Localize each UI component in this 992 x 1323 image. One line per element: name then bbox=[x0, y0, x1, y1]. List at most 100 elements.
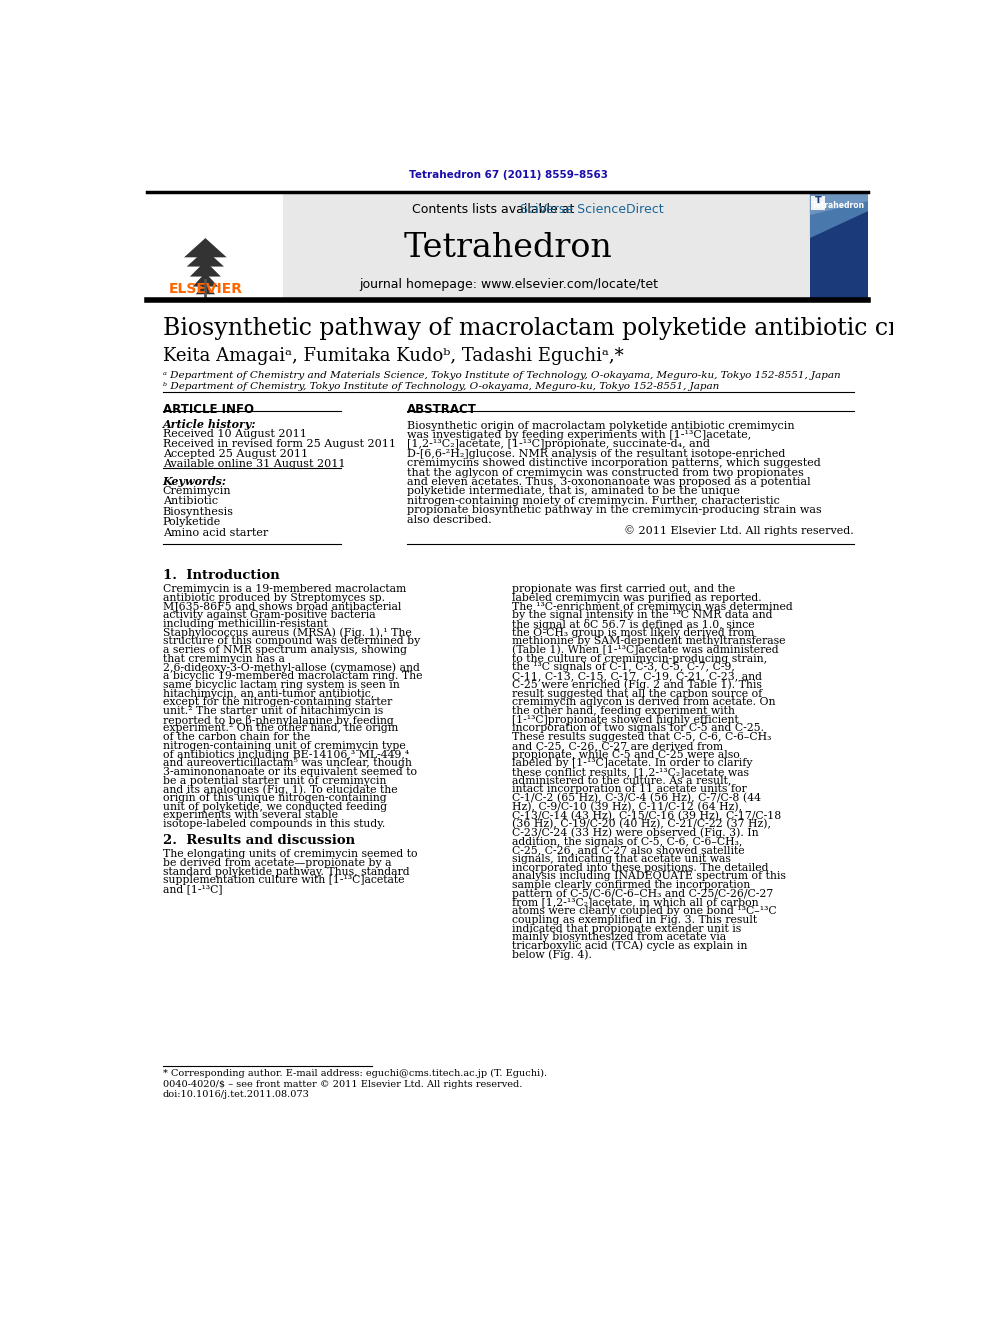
Text: experiments with several stable: experiments with several stable bbox=[163, 811, 337, 820]
Text: The ¹³C-enrichment of cremimycin was determined: The ¹³C-enrichment of cremimycin was det… bbox=[512, 602, 793, 611]
Text: and its analogues (Fig. 1). To elucidate the: and its analogues (Fig. 1). To elucidate… bbox=[163, 785, 398, 795]
Polygon shape bbox=[185, 238, 227, 257]
Text: origin of this unique nitrogen-containing: origin of this unique nitrogen-containin… bbox=[163, 792, 386, 803]
Text: C-1/C-2 (65 Hz), C-3/C-4 (56 Hz), C-7/C-8 (44: C-1/C-2 (65 Hz), C-3/C-4 (56 Hz), C-7/C-… bbox=[512, 792, 761, 803]
Polygon shape bbox=[189, 261, 221, 277]
FancyBboxPatch shape bbox=[147, 192, 868, 300]
Text: Contents lists available at: Contents lists available at bbox=[412, 204, 578, 217]
Text: tricarboxylic acid (TCA) cycle as explain in: tricarboxylic acid (TCA) cycle as explai… bbox=[512, 941, 747, 951]
Text: Cremimycin: Cremimycin bbox=[163, 486, 231, 496]
Text: the ¹³C signals of C-1, C-3, C-5, C-7, C-9,: the ¹³C signals of C-1, C-3, C-5, C-7, C… bbox=[512, 663, 734, 672]
Text: T: T bbox=[815, 197, 821, 206]
Text: doi:10.1016/j.tet.2011.08.073: doi:10.1016/j.tet.2011.08.073 bbox=[163, 1090, 310, 1099]
FancyBboxPatch shape bbox=[147, 192, 283, 300]
Text: C-25, C-26, and C-27 also showed satellite: C-25, C-26, and C-27 also showed satelli… bbox=[512, 845, 744, 855]
Text: (Table 1). When [1-¹³C]acetate was administered: (Table 1). When [1-¹³C]acetate was admin… bbox=[512, 646, 778, 655]
Text: also described.: also described. bbox=[407, 515, 491, 524]
Text: Biosynthetic origin of macrolactam polyketide antibiotic cremimycin: Biosynthetic origin of macrolactam polyk… bbox=[407, 421, 795, 430]
Text: ABSTRACT: ABSTRACT bbox=[407, 402, 477, 415]
Polygon shape bbox=[809, 192, 868, 238]
Text: coupling as exemplified in Fig. 3. This result: coupling as exemplified in Fig. 3. This … bbox=[512, 914, 757, 925]
Text: Tetrahedron 67 (2011) 8559–8563: Tetrahedron 67 (2011) 8559–8563 bbox=[409, 171, 608, 180]
Text: of the carbon chain for the: of the carbon chain for the bbox=[163, 732, 310, 742]
Text: 1.  Introduction: 1. Introduction bbox=[163, 569, 280, 582]
Text: propionate biosynthetic pathway in the cremimycin-producing strain was: propionate biosynthetic pathway in the c… bbox=[407, 505, 821, 515]
Text: indicated that propionate extender unit is: indicated that propionate extender unit … bbox=[512, 923, 741, 934]
Text: methionine by SAM-dependent methyltransferase: methionine by SAM-dependent methyltransf… bbox=[512, 636, 785, 647]
FancyBboxPatch shape bbox=[811, 197, 825, 210]
Text: to the culture of cremimycin-producing strain,: to the culture of cremimycin-producing s… bbox=[512, 654, 767, 664]
Text: and eleven acetates. Thus, 3-oxononanoate was proposed as a potential: and eleven acetates. Thus, 3-oxononanoat… bbox=[407, 476, 810, 487]
Text: Available online 31 August 2011: Available online 31 August 2011 bbox=[163, 459, 345, 470]
Text: ELSEVIER: ELSEVIER bbox=[169, 282, 242, 296]
Text: Staphylococcus aureus (MRSA) (Fig. 1).¹ The: Staphylococcus aureus (MRSA) (Fig. 1).¹ … bbox=[163, 627, 412, 638]
Text: cremimycins showed distinctive incorporation patterns, which suggested: cremimycins showed distinctive incorpora… bbox=[407, 458, 820, 468]
Text: by the signal intensity in the ¹³C NMR data and: by the signal intensity in the ¹³C NMR d… bbox=[512, 610, 772, 620]
Text: atoms were clearly coupled by one bond ¹³C–¹³C: atoms were clearly coupled by one bond ¹… bbox=[512, 906, 776, 916]
Text: unit.² The starter unit of hitachimycin is: unit.² The starter unit of hitachimycin … bbox=[163, 706, 383, 716]
Text: 2,6-dideoxy-3-O-methyl-allose (cymamose) and: 2,6-dideoxy-3-O-methyl-allose (cymamose)… bbox=[163, 663, 420, 673]
Text: that cremimycin has a: that cremimycin has a bbox=[163, 654, 285, 664]
Text: These results suggested that C-5, C-6, C-6–CH₃: These results suggested that C-5, C-6, C… bbox=[512, 732, 771, 742]
Text: journal homepage: www.elsevier.com/locate/tet: journal homepage: www.elsevier.com/locat… bbox=[359, 278, 658, 291]
Text: sample clearly confirmed the incorporation: sample clearly confirmed the incorporati… bbox=[512, 880, 750, 890]
Text: pattern of C-5/C-6/C-6–CH₃ and C-25/C-26/C-27: pattern of C-5/C-6/C-6–CH₃ and C-25/C-26… bbox=[512, 889, 773, 898]
Text: addition, the signals of C-5, C-6, C-6–CH₃,: addition, the signals of C-5, C-6, C-6–C… bbox=[512, 836, 742, 847]
Text: C-11, C-13, C-15, C-17, C-19, C-21, C-23, and: C-11, C-13, C-15, C-17, C-19, C-21, C-23… bbox=[512, 671, 762, 681]
Text: ᵇ Department of Chemistry, Tokyo Institute of Technology, O-okayama, Meguro-ku, : ᵇ Department of Chemistry, Tokyo Institu… bbox=[163, 382, 719, 392]
Text: analysis including INADEQUATE spectrum of this: analysis including INADEQUATE spectrum o… bbox=[512, 872, 786, 881]
Text: * Corresponding author. E-mail address: eguchi@cms.titech.ac.jp (T. Eguchi).: * Corresponding author. E-mail address: … bbox=[163, 1069, 547, 1078]
Text: nitrogen-containing moiety of cremimycin. Further, characteristic: nitrogen-containing moiety of cremimycin… bbox=[407, 496, 780, 505]
Text: labeled cremimycin was purified as reported.: labeled cremimycin was purified as repor… bbox=[512, 593, 761, 603]
Text: Keywords:: Keywords: bbox=[163, 476, 227, 487]
Text: signals, indicating that acetate unit was: signals, indicating that acetate unit wa… bbox=[512, 853, 730, 864]
Text: these conflict results, [1,2-¹³C₂]acetate was: these conflict results, [1,2-¹³C₂]acetat… bbox=[512, 767, 749, 777]
Text: Biosynthesis: Biosynthesis bbox=[163, 507, 234, 517]
Text: C-25 were enriched (Fig. 2 and Table 1). This: C-25 were enriched (Fig. 2 and Table 1).… bbox=[512, 680, 762, 691]
Polygon shape bbox=[195, 283, 215, 294]
Text: the other hand, feeding experiment with: the other hand, feeding experiment with bbox=[512, 706, 734, 716]
Text: below (Fig. 4).: below (Fig. 4). bbox=[512, 950, 591, 960]
Text: be a potential starter unit of cremimycin: be a potential starter unit of cremimyci… bbox=[163, 775, 386, 786]
Text: The elongating units of cremimycin seemed to: The elongating units of cremimycin seeme… bbox=[163, 849, 418, 860]
Text: C-13/C-14 (43 Hz), C-15/C-16 (39 Hz), C-17/C-18: C-13/C-14 (43 Hz), C-15/C-16 (39 Hz), C-… bbox=[512, 811, 781, 820]
Text: Article history:: Article history: bbox=[163, 419, 256, 430]
Text: Tetrahedron: Tetrahedron bbox=[812, 201, 865, 210]
Text: reported to be β-phenylalanine by feeding: reported to be β-phenylalanine by feedin… bbox=[163, 714, 394, 726]
Text: 0040-4020/$ – see front matter © 2011 Elsevier Ltd. All rights reserved.: 0040-4020/$ – see front matter © 2011 El… bbox=[163, 1080, 522, 1089]
Text: incorporated into these positions. The detailed: incorporated into these positions. The d… bbox=[512, 863, 768, 873]
Text: except for the nitrogen-containing starter: except for the nitrogen-containing start… bbox=[163, 697, 392, 708]
Text: propionate, while C-5 and C-25 were also: propionate, while C-5 and C-25 were also bbox=[512, 750, 739, 759]
Text: a bicyclic 19-membered macrolactam ring. The: a bicyclic 19-membered macrolactam ring.… bbox=[163, 671, 423, 681]
Text: Hz), C-9/C-10 (39 Hz), C-11/C-12 (64 Hz),: Hz), C-9/C-10 (39 Hz), C-11/C-12 (64 Hz)… bbox=[512, 802, 742, 812]
Text: MJ635-86F5 and shows broad antibacterial: MJ635-86F5 and shows broad antibacterial bbox=[163, 602, 401, 611]
Text: Biosynthetic pathway of macrolactam polyketide antibiotic cremimycin: Biosynthetic pathway of macrolactam poly… bbox=[163, 316, 992, 340]
Text: (36 Hz), C-19/C-20 (40 Hz), C-21/C-22 (37 Hz),: (36 Hz), C-19/C-20 (40 Hz), C-21/C-22 (3… bbox=[512, 819, 771, 830]
Text: 3-aminononanoate or its equivalent seemed to: 3-aminononanoate or its equivalent seeme… bbox=[163, 767, 417, 777]
Text: Antibiotic: Antibiotic bbox=[163, 496, 218, 507]
Text: Accepted 25 August 2011: Accepted 25 August 2011 bbox=[163, 448, 308, 459]
Text: structure of this compound was determined by: structure of this compound was determine… bbox=[163, 636, 420, 647]
Text: [1-¹³C]propionate showed highly efficient: [1-¹³C]propionate showed highly efficien… bbox=[512, 714, 738, 725]
Text: D-[6,6-²H₂]glucose. NMR analysis of the resultant isotope-enriched: D-[6,6-²H₂]glucose. NMR analysis of the … bbox=[407, 448, 786, 459]
Text: mainly biosynthesized from acetate via: mainly biosynthesized from acetate via bbox=[512, 933, 725, 942]
Text: Received in revised form 25 August 2011: Received in revised form 25 August 2011 bbox=[163, 439, 396, 448]
Text: Keita Amagaiᵃ, Fumitaka Kudoᵇ, Tadashi Eguchiᵃ,*: Keita Amagaiᵃ, Fumitaka Kudoᵇ, Tadashi E… bbox=[163, 348, 624, 365]
Text: nitrogen-containing unit of cremimycin type: nitrogen-containing unit of cremimycin t… bbox=[163, 741, 406, 751]
Text: incorporation of two signals for C-5 and C-25.: incorporation of two signals for C-5 and… bbox=[512, 724, 764, 733]
Text: antibiotic produced by Streptomyces sp.: antibiotic produced by Streptomyces sp. bbox=[163, 593, 385, 603]
Text: unit of polyketide, we conducted feeding: unit of polyketide, we conducted feeding bbox=[163, 802, 387, 812]
Text: © 2011 Elsevier Ltd. All rights reserved.: © 2011 Elsevier Ltd. All rights reserved… bbox=[624, 525, 854, 536]
Text: standard polyketide pathway. Thus, standard: standard polyketide pathway. Thus, stand… bbox=[163, 867, 410, 877]
Text: a series of NMR spectrum analysis, showing: a series of NMR spectrum analysis, showi… bbox=[163, 646, 407, 655]
Text: C-23/C-24 (33 Hz) were observed (Fig. 3). In: C-23/C-24 (33 Hz) were observed (Fig. 3)… bbox=[512, 828, 758, 839]
Text: ARTICLE INFO: ARTICLE INFO bbox=[163, 402, 254, 415]
Text: intact incorporation of 11 acetate units for: intact incorporation of 11 acetate units… bbox=[512, 785, 746, 794]
Text: activity against Gram-positive bacteria: activity against Gram-positive bacteria bbox=[163, 610, 375, 620]
Text: labeled by [1-¹³C]acetate. In order to clarify: labeled by [1-¹³C]acetate. In order to c… bbox=[512, 758, 752, 769]
Text: 2.  Results and discussion: 2. Results and discussion bbox=[163, 833, 355, 847]
Text: the signal at δC 56.7 is defined as 1.0, since: the signal at δC 56.7 is defined as 1.0,… bbox=[512, 619, 754, 630]
Text: supplementation culture with [1-¹³C]acetate: supplementation culture with [1-¹³C]acet… bbox=[163, 876, 405, 885]
Polygon shape bbox=[809, 192, 868, 214]
Text: and C-25, C-26, C-27 are derived from: and C-25, C-26, C-27 are derived from bbox=[512, 741, 722, 751]
